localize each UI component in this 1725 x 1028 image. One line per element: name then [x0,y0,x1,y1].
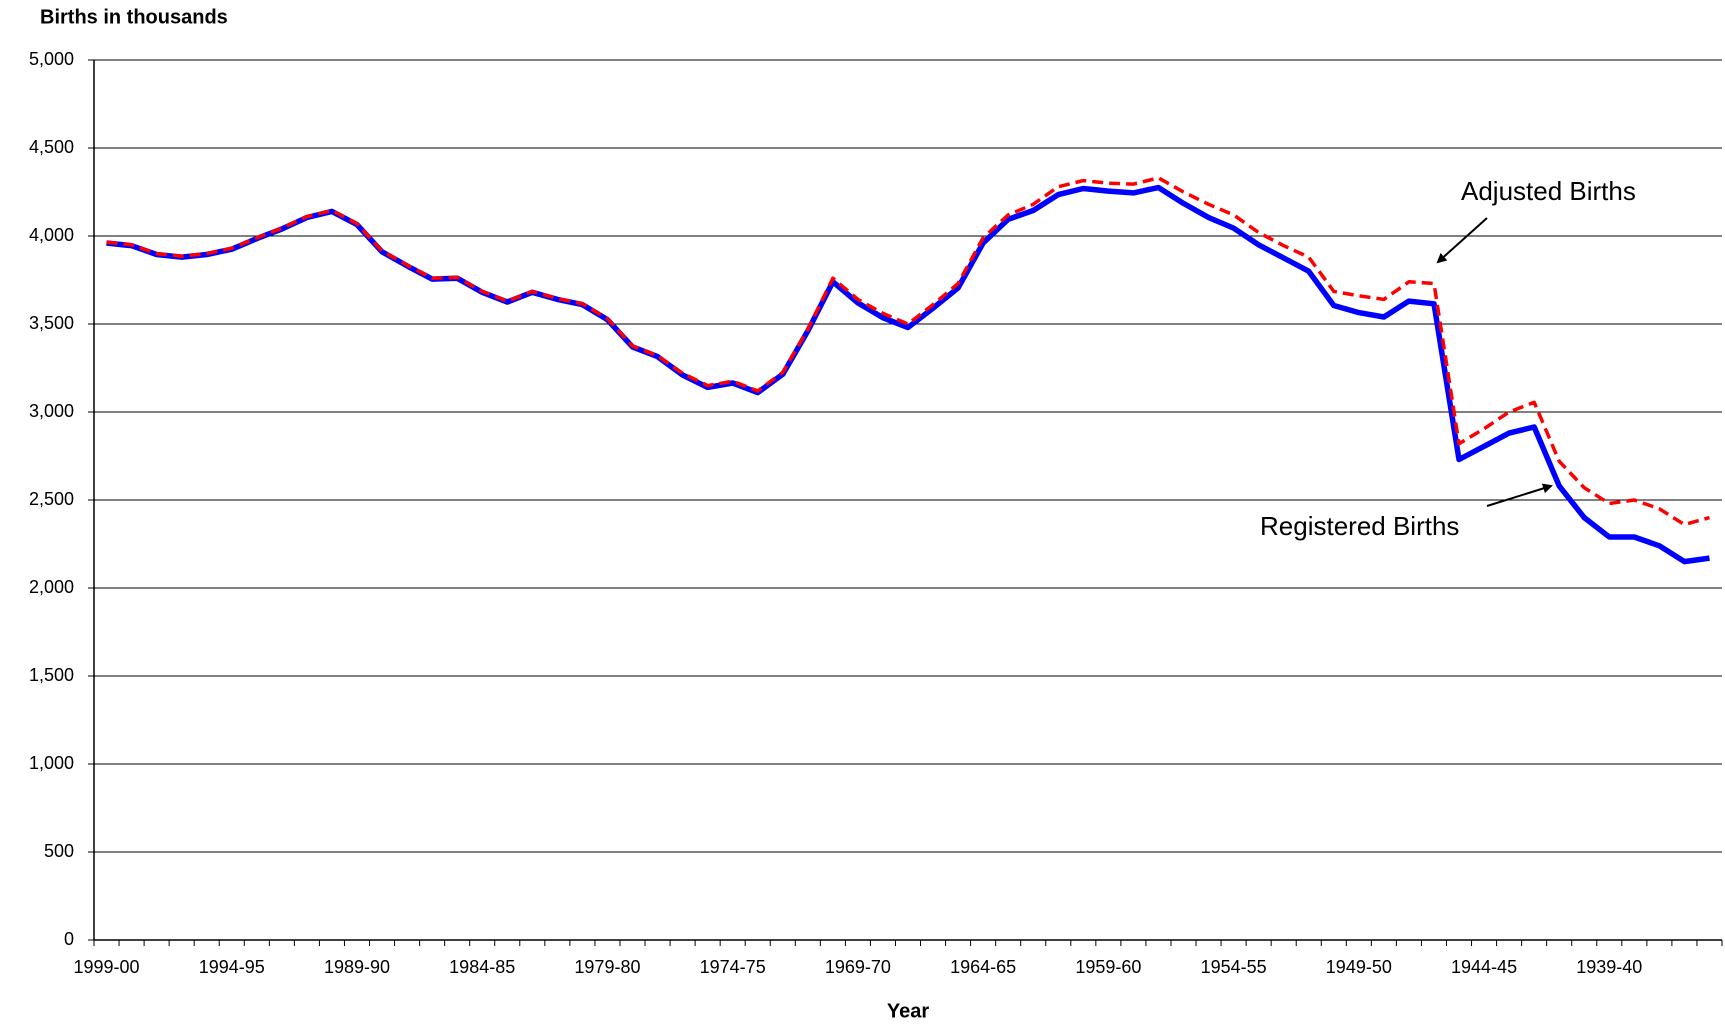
x-axis-title: Year [887,1000,929,1022]
x-tick-label: 1994-95 [199,957,265,977]
x-tick-label: 1959-60 [1075,957,1141,977]
annotation-arrow [1486,483,1553,507]
x-tick-label: 1944-45 [1451,957,1517,977]
x-tick-label: 1954-55 [1201,957,1267,977]
y-tick-label: 3,000 [29,401,74,421]
y-tick-label: 0 [64,929,74,949]
x-tick-label: 1979-80 [574,957,640,977]
y-tick-label: 1,500 [29,665,74,685]
y-tick-label: 4,500 [29,137,74,157]
y-tick-label: 1,000 [29,753,74,773]
x-tick-label: 1964-65 [950,957,1016,977]
x-tick-label: 1949-50 [1326,957,1392,977]
y-tick-label: 5,000 [29,49,74,69]
annotation-arrow [1436,217,1488,264]
annotation: Adjusted Births [1461,176,1636,206]
x-tick-label: 1974-75 [700,957,766,977]
y-tick-label: 500 [44,841,74,861]
y-tick-label: 2,500 [29,489,74,509]
y-tick-label: 3,500 [29,313,74,333]
y-tick-label: 2,000 [29,577,74,597]
x-tick-label: 1969-70 [825,957,891,977]
x-tick-label: 1939-40 [1576,957,1642,977]
annotation: Registered Births [1260,511,1459,541]
x-tick-label: 1999-00 [73,957,139,977]
y-tick-label: 4,000 [29,225,74,245]
series-line [106,176,1710,527]
y-axis-title: Births in thousands [40,6,228,28]
x-tick-label: 1989-90 [324,957,390,977]
series-line [106,184,1710,565]
x-tick-label: 1984-85 [449,957,515,977]
